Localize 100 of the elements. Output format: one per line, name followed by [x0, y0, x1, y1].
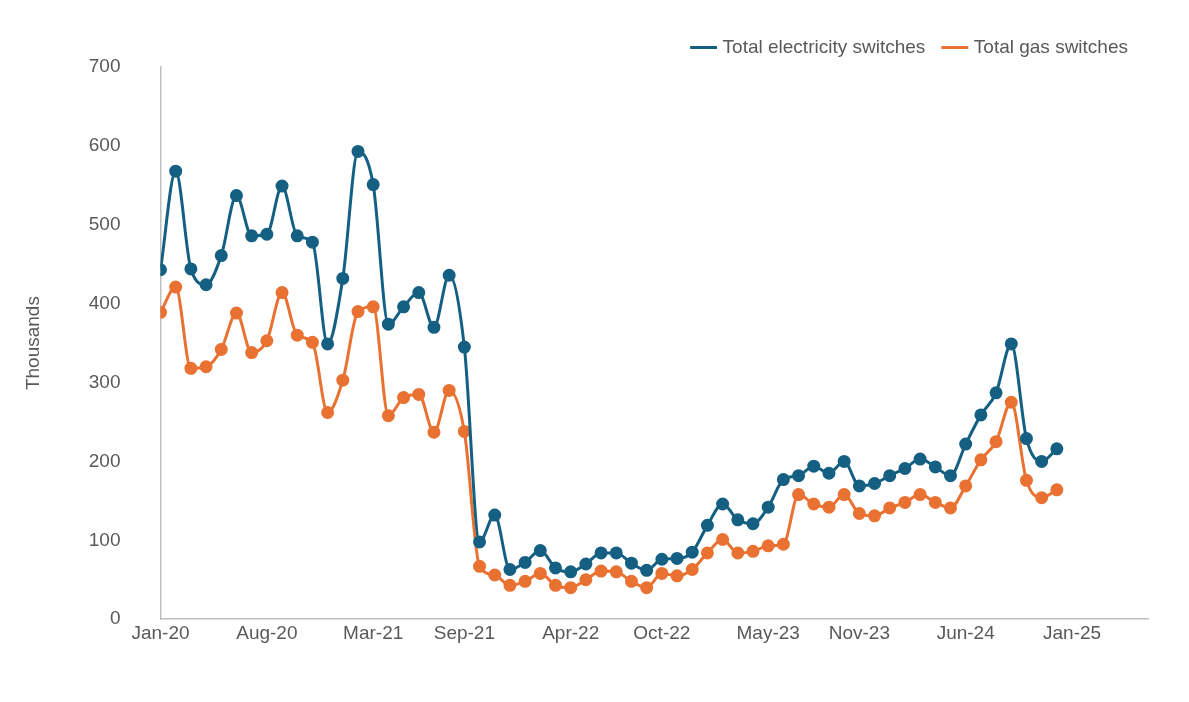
- point: [366, 300, 380, 314]
- point: [1035, 454, 1049, 468]
- point: [1004, 395, 1018, 409]
- point: [852, 506, 866, 520]
- point: [716, 497, 730, 511]
- point: [807, 459, 821, 473]
- x-tick-label: Jan-20: [131, 621, 190, 643]
- point: [959, 437, 973, 451]
- point: [442, 268, 456, 282]
- point: [624, 574, 638, 588]
- point: [700, 546, 714, 560]
- point: [594, 564, 608, 578]
- point: [609, 546, 623, 560]
- point: [898, 462, 912, 476]
- point: [290, 229, 304, 243]
- point: [533, 544, 547, 558]
- y-tick-label: 700: [88, 55, 121, 77]
- point: [260, 227, 274, 241]
- point: [579, 557, 593, 571]
- point: [290, 328, 304, 342]
- point: [822, 500, 836, 514]
- point: [366, 178, 380, 192]
- x-tick-label: Aug-20: [236, 621, 298, 643]
- point: [928, 460, 942, 474]
- point: [913, 488, 927, 502]
- point: [1050, 442, 1064, 456]
- point: [822, 466, 836, 480]
- point: [336, 271, 350, 285]
- point: [275, 286, 289, 300]
- x-tick-label: Apr-22: [542, 621, 600, 643]
- point: [260, 334, 274, 348]
- point: [761, 500, 775, 514]
- point: [974, 408, 988, 422]
- x-tick-label: Sep-21: [433, 621, 495, 643]
- point: [457, 424, 471, 438]
- point: [564, 581, 578, 595]
- point: [397, 391, 411, 405]
- point: [928, 495, 942, 509]
- point: [974, 453, 988, 467]
- point: [609, 565, 623, 579]
- point: [640, 581, 654, 595]
- point: [989, 435, 1003, 449]
- point: [685, 545, 699, 559]
- point: [685, 563, 699, 576]
- point: [275, 179, 289, 193]
- y-tick-label: 0: [109, 607, 121, 629]
- point: [518, 555, 532, 569]
- point: [746, 517, 760, 531]
- point: [624, 556, 638, 570]
- x-tick-label: Jun-24: [936, 621, 996, 643]
- point: [989, 386, 1003, 400]
- point: [427, 320, 441, 334]
- point: [518, 574, 532, 588]
- point: [245, 346, 259, 360]
- point: [199, 360, 213, 374]
- point: [670, 569, 684, 583]
- point: [594, 546, 608, 560]
- point: [381, 409, 395, 423]
- point: [184, 361, 198, 375]
- point: [837, 454, 851, 468]
- point: [883, 501, 897, 515]
- point: [716, 533, 730, 547]
- point: [700, 518, 714, 532]
- point: [305, 335, 319, 349]
- point: [807, 497, 821, 511]
- point: [473, 559, 487, 573]
- point: [503, 563, 517, 576]
- point: [1050, 483, 1064, 497]
- point: [898, 495, 912, 509]
- point: [1019, 432, 1033, 446]
- point: [640, 563, 654, 577]
- point: [351, 144, 365, 158]
- point: [868, 477, 882, 491]
- point: [533, 566, 547, 580]
- point: [776, 537, 790, 551]
- point: [214, 342, 228, 356]
- point: [731, 513, 745, 527]
- point: [473, 535, 487, 549]
- point: [852, 479, 866, 493]
- point: [442, 383, 456, 397]
- point: [169, 164, 183, 178]
- point: [412, 286, 426, 300]
- point: [776, 473, 790, 487]
- point: [731, 546, 745, 560]
- point: [564, 565, 578, 579]
- y-tick-label: 200: [88, 449, 121, 471]
- point: [1035, 491, 1049, 505]
- point: [305, 235, 319, 249]
- point: [321, 406, 335, 420]
- point: [549, 561, 562, 575]
- point: [792, 469, 806, 483]
- point: [579, 573, 593, 587]
- point: [427, 425, 441, 439]
- point: [184, 262, 198, 276]
- y-tick-label: 100: [88, 528, 121, 550]
- legend-label: Total electricity switches: [722, 35, 926, 57]
- point: [670, 551, 684, 565]
- y-tick-label: 600: [88, 134, 121, 156]
- point: [214, 249, 228, 263]
- point: [229, 306, 243, 320]
